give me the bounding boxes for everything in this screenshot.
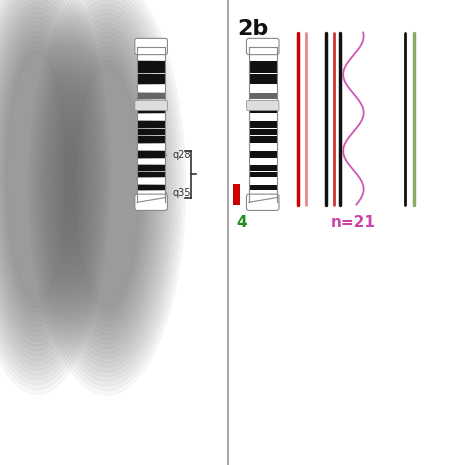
Bar	[137, 85, 165, 92]
Bar	[137, 47, 165, 60]
Bar	[249, 151, 277, 158]
FancyBboxPatch shape	[135, 39, 167, 55]
Bar	[232, 184, 240, 205]
Bar	[137, 136, 165, 143]
FancyBboxPatch shape	[246, 194, 279, 210]
Bar	[137, 165, 165, 171]
Bar	[249, 144, 277, 150]
Text: 2b: 2b	[237, 19, 268, 39]
Bar	[249, 165, 277, 171]
FancyBboxPatch shape	[246, 100, 279, 111]
Bar	[249, 159, 277, 164]
Bar	[137, 93, 165, 99]
Bar	[249, 106, 277, 113]
Bar	[137, 74, 165, 84]
Text: q35: q35	[165, 188, 191, 198]
Bar	[249, 100, 277, 106]
FancyBboxPatch shape	[246, 39, 279, 55]
Bar	[249, 47, 277, 60]
Bar	[137, 144, 165, 150]
FancyBboxPatch shape	[135, 100, 167, 111]
Bar	[249, 136, 277, 143]
Bar	[249, 191, 277, 197]
Bar	[249, 129, 277, 135]
Text: n=21: n=21	[331, 215, 376, 230]
Text: q28: q28	[165, 150, 191, 160]
Bar	[137, 129, 165, 135]
Text: 4: 4	[237, 215, 247, 230]
Bar	[137, 114, 165, 120]
Bar	[137, 121, 165, 128]
FancyBboxPatch shape	[135, 194, 167, 210]
Bar	[249, 114, 277, 120]
Bar	[137, 106, 165, 113]
Bar	[137, 172, 165, 177]
Bar	[249, 74, 277, 84]
Bar	[137, 178, 165, 184]
Bar	[249, 185, 277, 190]
Bar	[249, 172, 277, 177]
Bar	[249, 93, 277, 99]
Bar	[137, 151, 165, 158]
Bar	[249, 85, 277, 92]
Bar	[249, 178, 277, 184]
Bar	[137, 100, 165, 106]
Bar	[137, 61, 165, 73]
Bar	[249, 121, 277, 128]
Bar	[137, 185, 165, 190]
Bar	[137, 191, 165, 197]
Bar	[249, 61, 277, 73]
Bar	[137, 159, 165, 164]
